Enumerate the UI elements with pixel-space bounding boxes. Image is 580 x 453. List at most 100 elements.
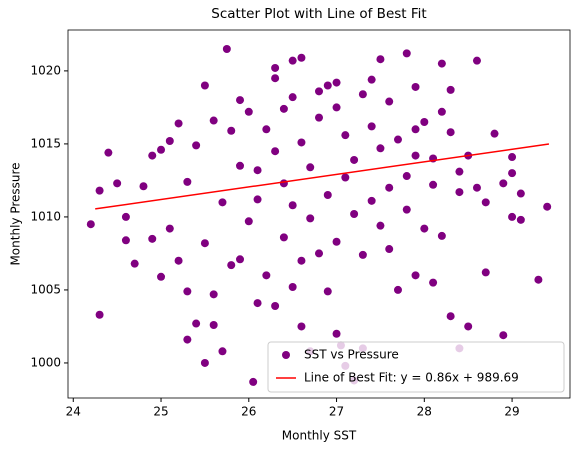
scatter-point xyxy=(367,122,376,131)
scatter-point xyxy=(279,179,288,188)
scatter-point xyxy=(288,283,297,292)
scatter-point xyxy=(86,220,95,229)
scatter-point xyxy=(508,153,517,162)
scatter-point xyxy=(367,196,376,205)
scatter-point xyxy=(332,237,341,246)
scatter-point xyxy=(367,75,376,84)
y-tick-label: 1015 xyxy=(30,136,61,150)
scatter-point xyxy=(244,217,253,226)
x-tick-label: 28 xyxy=(417,405,432,419)
scatter-point xyxy=(262,271,271,280)
x-axis-label: Monthly SST xyxy=(282,429,357,443)
scatter-point xyxy=(200,358,209,367)
scatter-point xyxy=(297,256,306,265)
scatter-point xyxy=(332,103,341,112)
scatter-point xyxy=(253,299,262,308)
scatter-point xyxy=(148,151,157,160)
scatter-point xyxy=(271,302,280,310)
scatter-point xyxy=(288,93,297,102)
scatter-point xyxy=(279,233,288,242)
scatter-point xyxy=(332,78,341,87)
scatter-point xyxy=(121,236,130,245)
scatter-point xyxy=(481,268,490,277)
scatter-point xyxy=(350,155,359,164)
scatter-point xyxy=(288,56,297,65)
scatter-point xyxy=(148,234,157,243)
scatter-point xyxy=(420,224,429,233)
scatter-point xyxy=(209,320,218,329)
scatter-point xyxy=(227,126,236,135)
scatter-point xyxy=(306,163,315,172)
scatter-point xyxy=(315,249,323,258)
scatter-point xyxy=(121,212,130,221)
scatter-point xyxy=(222,44,231,53)
scatter-point xyxy=(534,275,543,284)
scatter-point xyxy=(95,186,104,195)
y-tick-label: 1000 xyxy=(30,355,61,369)
scatter-point xyxy=(236,96,245,105)
scatter-point xyxy=(174,256,183,265)
legend-marker xyxy=(282,351,290,359)
scatter-point xyxy=(376,221,385,230)
scatter-point xyxy=(297,322,306,331)
scatter-point xyxy=(315,113,323,122)
scatter-point xyxy=(183,177,192,186)
scatter-point xyxy=(393,135,402,144)
scatter-point xyxy=(279,104,288,113)
scatter-point xyxy=(455,167,464,176)
scatter-point xyxy=(323,191,332,200)
chart-title: Scatter Plot with Line of Best Fit xyxy=(211,6,426,22)
scatter-point xyxy=(464,322,473,331)
scatter-point xyxy=(174,119,183,128)
scatter-point xyxy=(200,239,209,248)
scatter-point xyxy=(411,151,420,160)
scatter-point xyxy=(516,215,525,224)
scatter-point xyxy=(429,278,438,287)
scatter-point xyxy=(165,136,174,145)
scatter-point xyxy=(236,255,245,264)
scatter-point xyxy=(446,128,455,137)
x-tick-label: 29 xyxy=(504,405,519,419)
scatter-point xyxy=(376,55,385,64)
x-tick-label: 26 xyxy=(241,405,256,419)
scatter-point xyxy=(437,107,446,116)
scatter-point xyxy=(402,205,411,214)
scatter-point xyxy=(341,131,350,140)
scatter-point xyxy=(472,56,481,65)
x-tick-label: 24 xyxy=(66,405,81,419)
y-tick-label: 1005 xyxy=(30,282,61,296)
scatter-point xyxy=(411,125,420,134)
scatter-point xyxy=(420,118,429,126)
scatter-point xyxy=(472,183,481,192)
scatter-point xyxy=(429,180,438,189)
scatter-point xyxy=(385,183,394,192)
scatter-point xyxy=(315,87,323,96)
scatter-point xyxy=(139,182,148,191)
scatter-point xyxy=(508,212,517,221)
legend-box xyxy=(267,341,565,393)
scatter-point xyxy=(437,231,446,240)
scatter-point xyxy=(183,335,192,344)
scatter-point xyxy=(244,107,253,116)
scatter-point xyxy=(271,63,280,72)
scatter-point xyxy=(341,173,350,182)
scatter-point xyxy=(481,198,490,207)
legend-label: Line of Best Fit: y = 0.86x + 989.69 xyxy=(304,371,519,385)
scatter-point xyxy=(130,259,139,268)
y-tick-label: 1020 xyxy=(30,63,61,77)
scatter-point xyxy=(104,148,113,157)
y-axis-label: Monthly Pressure xyxy=(9,162,23,265)
scatter-point xyxy=(192,141,201,150)
scatter-point xyxy=(358,250,367,259)
scatter-point xyxy=(297,138,306,147)
x-tick-label: 27 xyxy=(329,405,344,419)
scatter-point xyxy=(490,129,499,138)
fit-line xyxy=(95,143,550,210)
scatter-point xyxy=(323,287,332,296)
scatter-point xyxy=(297,53,306,62)
scatter-point xyxy=(411,271,420,280)
scatter-point xyxy=(499,179,508,188)
scatter-point xyxy=(543,202,552,211)
scatter-point xyxy=(385,245,394,254)
